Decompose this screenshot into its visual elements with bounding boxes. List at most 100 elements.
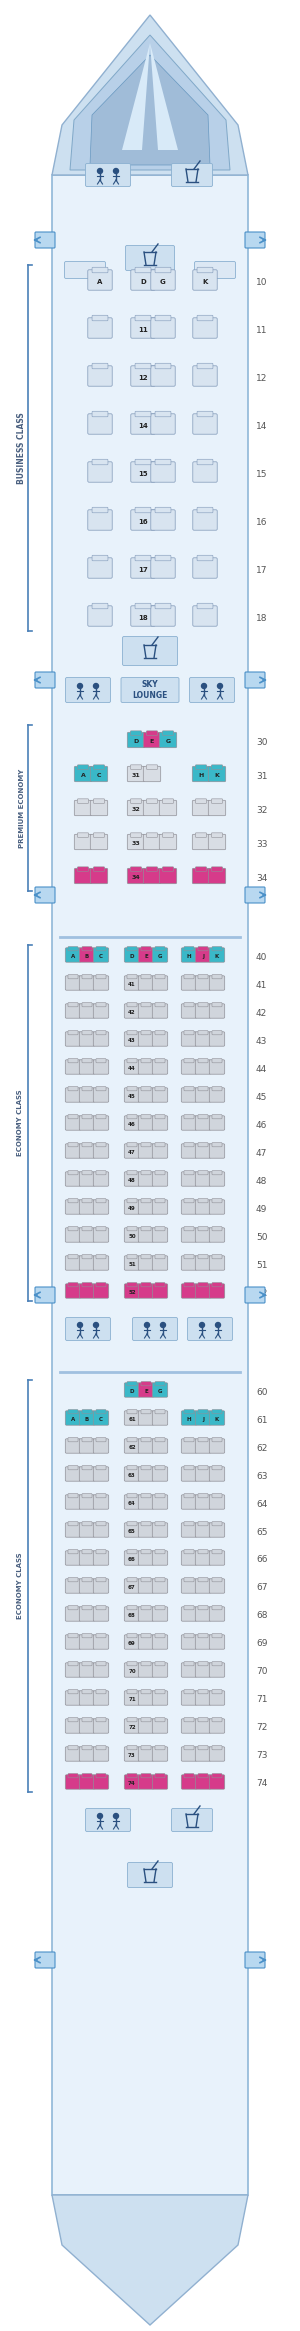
Circle shape bbox=[113, 168, 119, 172]
FancyBboxPatch shape bbox=[155, 1114, 165, 1119]
FancyBboxPatch shape bbox=[138, 949, 154, 963]
FancyBboxPatch shape bbox=[155, 1494, 165, 1499]
FancyBboxPatch shape bbox=[141, 1634, 151, 1639]
FancyBboxPatch shape bbox=[152, 1522, 168, 1536]
FancyBboxPatch shape bbox=[151, 510, 175, 529]
FancyBboxPatch shape bbox=[82, 1058, 92, 1063]
FancyBboxPatch shape bbox=[124, 1284, 140, 1298]
Text: 14: 14 bbox=[138, 422, 148, 429]
FancyBboxPatch shape bbox=[65, 1466, 81, 1480]
Text: C: C bbox=[99, 1417, 103, 1422]
FancyBboxPatch shape bbox=[141, 1438, 151, 1443]
FancyBboxPatch shape bbox=[135, 268, 151, 273]
FancyBboxPatch shape bbox=[155, 1170, 165, 1175]
FancyBboxPatch shape bbox=[151, 270, 175, 289]
FancyBboxPatch shape bbox=[141, 1226, 151, 1231]
FancyBboxPatch shape bbox=[212, 1634, 222, 1639]
FancyBboxPatch shape bbox=[93, 1089, 109, 1103]
FancyBboxPatch shape bbox=[79, 1634, 95, 1650]
FancyBboxPatch shape bbox=[184, 1142, 194, 1147]
FancyBboxPatch shape bbox=[184, 1226, 194, 1231]
FancyBboxPatch shape bbox=[195, 1774, 211, 1790]
FancyBboxPatch shape bbox=[192, 767, 210, 781]
FancyBboxPatch shape bbox=[155, 974, 165, 979]
FancyBboxPatch shape bbox=[181, 1522, 197, 1536]
FancyBboxPatch shape bbox=[131, 415, 155, 434]
FancyBboxPatch shape bbox=[195, 1410, 211, 1424]
FancyBboxPatch shape bbox=[141, 1058, 151, 1063]
FancyBboxPatch shape bbox=[135, 508, 151, 513]
FancyBboxPatch shape bbox=[79, 1145, 95, 1159]
FancyBboxPatch shape bbox=[122, 636, 178, 664]
FancyBboxPatch shape bbox=[143, 800, 161, 816]
FancyBboxPatch shape bbox=[155, 1522, 165, 1527]
FancyBboxPatch shape bbox=[65, 1410, 81, 1424]
FancyBboxPatch shape bbox=[155, 1634, 165, 1639]
FancyBboxPatch shape bbox=[155, 1466, 165, 1471]
FancyBboxPatch shape bbox=[212, 974, 222, 979]
FancyBboxPatch shape bbox=[127, 1718, 137, 1723]
FancyBboxPatch shape bbox=[82, 1578, 92, 1583]
Text: 70: 70 bbox=[128, 1669, 136, 1674]
FancyBboxPatch shape bbox=[245, 888, 265, 902]
FancyBboxPatch shape bbox=[152, 1061, 168, 1075]
FancyBboxPatch shape bbox=[88, 366, 112, 387]
FancyBboxPatch shape bbox=[212, 1226, 222, 1231]
Text: 18: 18 bbox=[256, 613, 268, 622]
Text: 43: 43 bbox=[128, 1037, 136, 1042]
FancyBboxPatch shape bbox=[181, 1172, 197, 1186]
FancyBboxPatch shape bbox=[195, 1466, 211, 1480]
FancyBboxPatch shape bbox=[198, 1226, 208, 1231]
FancyBboxPatch shape bbox=[198, 946, 208, 951]
FancyBboxPatch shape bbox=[181, 1718, 197, 1734]
FancyBboxPatch shape bbox=[127, 800, 145, 816]
FancyBboxPatch shape bbox=[195, 1172, 211, 1186]
FancyBboxPatch shape bbox=[138, 1117, 154, 1131]
FancyBboxPatch shape bbox=[197, 604, 213, 608]
Text: A: A bbox=[71, 953, 75, 958]
Text: 63: 63 bbox=[128, 1473, 136, 1478]
FancyBboxPatch shape bbox=[195, 1438, 211, 1452]
FancyBboxPatch shape bbox=[209, 1033, 225, 1047]
FancyBboxPatch shape bbox=[141, 1494, 151, 1499]
FancyBboxPatch shape bbox=[79, 949, 95, 963]
FancyBboxPatch shape bbox=[181, 1410, 197, 1424]
FancyBboxPatch shape bbox=[155, 1718, 165, 1723]
FancyBboxPatch shape bbox=[155, 1226, 165, 1231]
FancyBboxPatch shape bbox=[209, 1005, 225, 1019]
FancyBboxPatch shape bbox=[138, 1466, 154, 1480]
FancyBboxPatch shape bbox=[131, 462, 155, 483]
FancyBboxPatch shape bbox=[152, 1256, 168, 1270]
FancyBboxPatch shape bbox=[79, 1284, 95, 1298]
Text: 17: 17 bbox=[256, 566, 268, 573]
FancyBboxPatch shape bbox=[138, 1494, 154, 1508]
FancyBboxPatch shape bbox=[141, 1002, 151, 1007]
FancyBboxPatch shape bbox=[155, 459, 171, 464]
FancyBboxPatch shape bbox=[93, 1145, 109, 1159]
FancyBboxPatch shape bbox=[155, 1410, 165, 1415]
FancyBboxPatch shape bbox=[65, 1606, 81, 1620]
FancyBboxPatch shape bbox=[93, 832, 105, 837]
FancyBboxPatch shape bbox=[184, 1086, 194, 1091]
FancyBboxPatch shape bbox=[181, 1061, 197, 1075]
FancyBboxPatch shape bbox=[96, 1114, 106, 1119]
FancyBboxPatch shape bbox=[209, 1578, 225, 1592]
Polygon shape bbox=[122, 42, 150, 149]
FancyBboxPatch shape bbox=[195, 949, 211, 963]
FancyBboxPatch shape bbox=[193, 366, 217, 387]
FancyBboxPatch shape bbox=[65, 1145, 81, 1159]
FancyBboxPatch shape bbox=[65, 1284, 81, 1298]
FancyBboxPatch shape bbox=[209, 1606, 225, 1620]
FancyBboxPatch shape bbox=[198, 1662, 208, 1667]
FancyBboxPatch shape bbox=[195, 1061, 211, 1075]
FancyBboxPatch shape bbox=[245, 671, 265, 688]
FancyBboxPatch shape bbox=[79, 1718, 95, 1734]
FancyBboxPatch shape bbox=[68, 1662, 78, 1667]
Text: 14: 14 bbox=[256, 422, 267, 431]
Text: 65: 65 bbox=[128, 1529, 136, 1534]
FancyBboxPatch shape bbox=[181, 1494, 197, 1508]
FancyBboxPatch shape bbox=[146, 832, 158, 837]
Polygon shape bbox=[52, 2196, 248, 2324]
Text: 47: 47 bbox=[128, 1149, 136, 1154]
FancyBboxPatch shape bbox=[195, 765, 207, 769]
